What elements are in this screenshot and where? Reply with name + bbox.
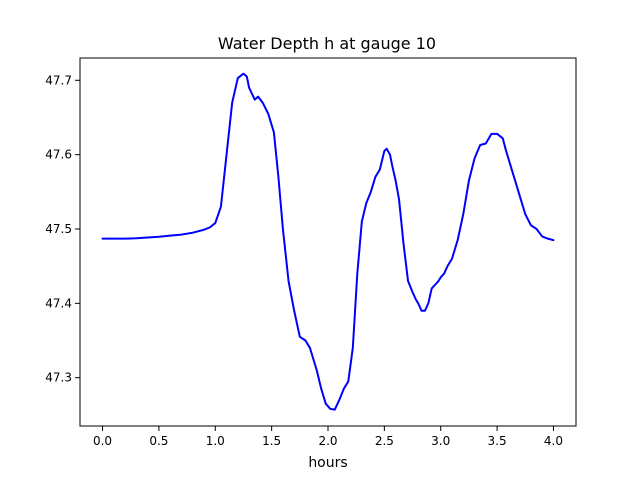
x-tick-label: 3.0 [431, 434, 450, 448]
x-axis-ticks: 0.0 0.5 1.0 1.5 2.0 2.5 3.0 3.5 4.0 [93, 426, 563, 448]
x-axis-label: hours [308, 455, 347, 471]
y-tick-label: 47.3 [45, 371, 72, 385]
x-tick-label: 1.0 [206, 434, 225, 448]
y-tick-label: 47.7 [45, 73, 72, 87]
x-tick-label: 2.0 [318, 434, 337, 448]
y-axis-ticks: 47.3 47.4 47.5 47.6 47.7 [45, 73, 80, 385]
x-tick-label: 1.5 [262, 434, 281, 448]
series-line [101, 72, 555, 411]
y-tick-label: 47.6 [45, 148, 72, 162]
x-tick-label: 4.0 [544, 434, 563, 448]
chart-title: Water Depth h at gauge 10 [218, 34, 436, 53]
y-tick-label: 47.5 [45, 222, 72, 236]
x-tick-label: 0.5 [149, 434, 168, 448]
x-tick-label: 3.5 [488, 434, 507, 448]
y-tick-label: 47.4 [45, 296, 72, 310]
x-tick-label: 0.0 [93, 434, 112, 448]
x-tick-label: 2.5 [375, 434, 394, 448]
